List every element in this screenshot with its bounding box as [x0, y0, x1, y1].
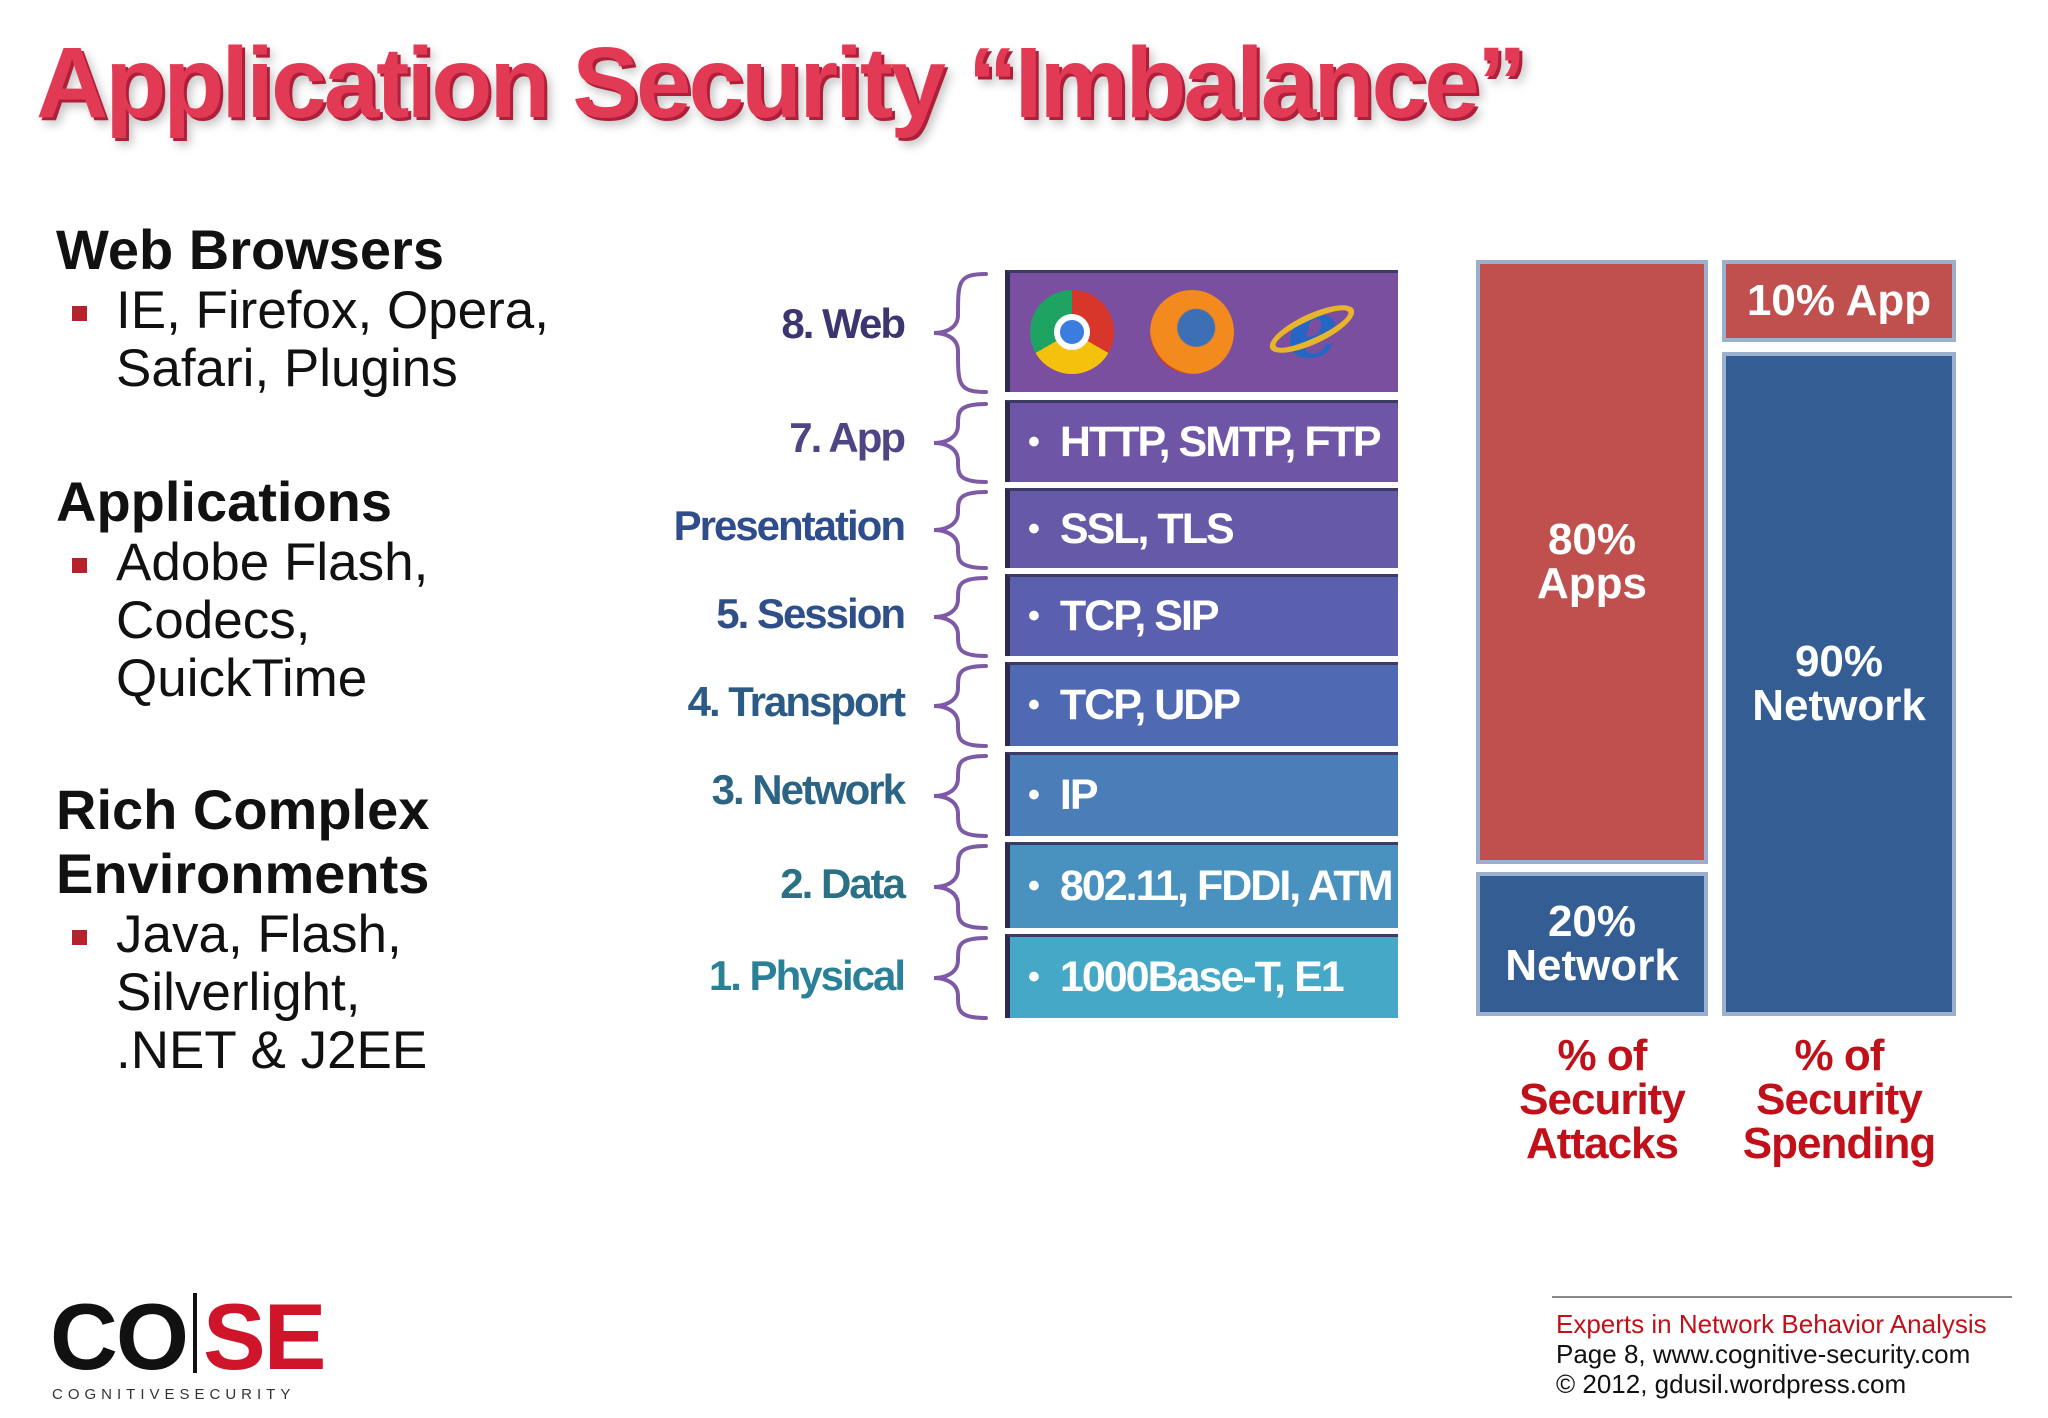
layer-brace [933, 664, 988, 748]
layer-brace [933, 576, 988, 658]
attacks-caption-line: Security [1519, 1075, 1686, 1124]
osi-layer-protocols: TCP, UDP [1059, 681, 1241, 729]
layer-brace [933, 936, 988, 1020]
layer-brace [933, 490, 988, 570]
attacks-caption: % of Security Attacks [1476, 1034, 1728, 1166]
osi-layer-label: 7. App [789, 414, 906, 461]
osi-layer-protocols: 802.11, FDDI, ATM [1059, 862, 1394, 910]
bullet-item: IE, Firefox, Opera, Safari, Plugins [56, 282, 596, 398]
internet-explorer-icon: e [1263, 282, 1361, 376]
bullet-dot-icon: • [1028, 686, 1040, 724]
bullet-dot-icon: • [1028, 867, 1040, 905]
bullet-list: Adobe Flash, Codecs, QuickTime [56, 534, 476, 708]
bullet-dot-icon: • [1028, 423, 1040, 461]
spending-network-bar: 90% Network [1722, 352, 1956, 1016]
osi-layer-label: 1. Physical [708, 952, 906, 999]
osi-layer-protocols: 1000Base-T, E1 [1059, 953, 1345, 1001]
spending-network-word: Network [1752, 681, 1926, 730]
section-heading: Rich Complex Environments [56, 778, 430, 905]
layer-brace [933, 844, 988, 930]
layer-brace [933, 754, 988, 838]
bullet-list: IE, Firefox, Opera, Safari, Plugins [56, 282, 596, 398]
osi-layer-protocols: SSL, TLS [1059, 505, 1235, 553]
attacks-network-percent: 20% [1547, 897, 1637, 946]
section-rich-complex-environments: Rich Complex Environments Java, Flash, S… [56, 778, 496, 1080]
footer-copyright: © 2012, gdusil.wordpress.com [1556, 1369, 1907, 1399]
osi-layer-label: 2. Data [780, 860, 906, 907]
section-heading: Web Browsers [56, 218, 444, 281]
logo-divider [193, 1293, 197, 1373]
spending-caption-line: Security [1756, 1075, 1923, 1124]
bullet-dot-icon: • [1028, 958, 1040, 996]
logo-text-left: CO [50, 1284, 189, 1389]
attacks-network-word: Network [1505, 941, 1679, 990]
osi-layer-label: Presentation [673, 502, 906, 549]
attacks-caption-line: Attacks [1526, 1119, 1679, 1168]
osi-layer-box: • 802.11, FDDI, ATM [1005, 842, 1398, 928]
section-web-browsers: Web Browsers IE, Firefox, Opera, Safari,… [56, 218, 596, 398]
layer-braces [933, 272, 988, 1020]
osi-layer-box: • TCP, UDP [1005, 662, 1398, 746]
bullet-dot-icon: • [1028, 597, 1040, 635]
osi-layer-box: • TCP, SIP [1005, 574, 1398, 656]
attacks-network-bar: 20% Network [1476, 872, 1708, 1016]
spending-caption: % of Security Spending [1716, 1034, 1962, 1166]
osi-layer-box: • SSL, TLS [1005, 488, 1398, 568]
footer-divider [1552, 1296, 2012, 1298]
osi-layer-label: 8. Web [781, 300, 906, 347]
layer-brace [933, 272, 988, 394]
spending-app-label: 10% App [1746, 276, 1932, 325]
osi-layer-box: • IP [1005, 752, 1398, 836]
osi-layer-box: e [1005, 270, 1398, 392]
footer-page-info: Page 8, www.cognitive-security.com [1556, 1339, 1971, 1369]
footer-tagline: Experts in Network Behavior Analysis [1556, 1309, 1987, 1339]
attacks-apps-word: Apps [1537, 559, 1647, 608]
osi-layer-label: 4. Transport [687, 678, 906, 725]
osi-layer-protocols: IP [1059, 771, 1099, 819]
spending-caption-line: Spending [1742, 1119, 1936, 1168]
osi-layer-protocols: TCP, SIP [1059, 592, 1220, 640]
osi-layer-protocols: HTTP, SMTP, FTP [1059, 418, 1382, 466]
spending-network-percent: 90% [1794, 637, 1884, 686]
osi-layer-label: 3. Network [711, 766, 906, 813]
logo-subtitle: COGNITIVESECURITY [52, 1386, 296, 1403]
slide-title: Application Security “Imbalance” [36, 27, 1527, 139]
bullet-dot-icon: • [1028, 776, 1040, 814]
bullet-list: Java, Flash, Silverlight, .NET & J2EE [56, 906, 476, 1080]
cose-logo: CO SE [50, 1290, 326, 1384]
bullet-item: Java, Flash, Silverlight, .NET & J2EE [56, 906, 476, 1080]
spending-app-bar: 10% App [1722, 260, 1956, 342]
section-heading: Applications [56, 470, 393, 533]
osi-layer-box: • HTTP, SMTP, FTP [1005, 400, 1398, 482]
section-applications: Applications Adobe Flash, Codecs, QuickT… [56, 470, 476, 708]
logo-text-right: SE [203, 1284, 326, 1389]
bullet-dot-icon: • [1028, 510, 1040, 548]
layer-brace [933, 402, 988, 484]
chrome-icon [1030, 290, 1114, 374]
attacks-apps-percent: 80% [1547, 515, 1637, 564]
attacks-caption-line: % of [1557, 1031, 1648, 1080]
osi-layer-box: • 1000Base-T, E1 [1005, 934, 1398, 1018]
bullet-item: Adobe Flash, Codecs, QuickTime [56, 534, 476, 708]
firefox-icon [1150, 290, 1234, 374]
attacks-apps-bar: 80% Apps [1476, 260, 1708, 864]
spending-caption-line: % of [1794, 1031, 1885, 1080]
osi-layer-label: 5. Session [716, 590, 906, 637]
